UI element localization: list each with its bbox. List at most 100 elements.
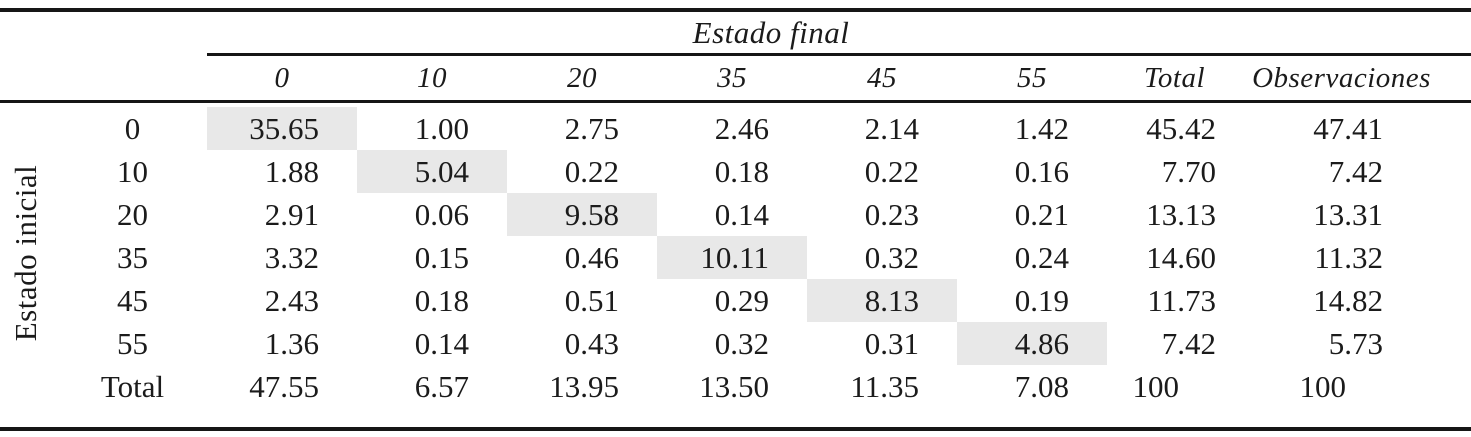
cell: 0.06 bbox=[357, 193, 507, 236]
cell: 14.60 bbox=[1107, 236, 1242, 279]
cell: 13.50 bbox=[657, 365, 807, 408]
cell: 7.08 bbox=[957, 365, 1107, 408]
cell: 35.65 bbox=[207, 107, 357, 150]
header-rule bbox=[0, 100, 1471, 103]
cell-value: 7.08 bbox=[1014, 369, 1069, 404]
cell: 5.73 bbox=[1242, 322, 1471, 365]
cell-value: 2.46 bbox=[714, 111, 769, 146]
cell-value: 7.42 bbox=[1161, 326, 1216, 361]
cell: 2.14 bbox=[807, 107, 957, 150]
column-header-observaciones: Observaciones bbox=[1252, 62, 1431, 94]
cell: 0.22 bbox=[507, 150, 657, 193]
cell: 7.70 bbox=[1107, 150, 1242, 193]
cell: 0.14 bbox=[657, 193, 807, 236]
cell: 2.46 bbox=[657, 107, 807, 150]
table-row: 55 1.36 0.14 0.43 0.32 0.31 4.86 7.42 5.73 bbox=[0, 322, 1471, 365]
cell-value: 0.18 bbox=[414, 283, 469, 318]
cell-value: 0.22 bbox=[864, 154, 919, 189]
cell-value: 0.32 bbox=[864, 240, 919, 275]
cell: 14.82 bbox=[1242, 279, 1471, 322]
cell: 13.31 bbox=[1242, 193, 1471, 236]
cell-value: 0.15 bbox=[414, 240, 469, 275]
cell-value: 47.55 bbox=[249, 369, 319, 404]
cell: 0.18 bbox=[657, 150, 807, 193]
cell: 45.42 bbox=[1107, 107, 1242, 150]
cell-value: 1.42 bbox=[1014, 111, 1069, 146]
cell-value: 11.73 bbox=[1147, 283, 1216, 318]
cell: 9.58 bbox=[507, 193, 657, 236]
corner-cell bbox=[0, 56, 207, 100]
cell: 11.32 bbox=[1242, 236, 1471, 279]
col-axis-title: Estado final bbox=[692, 15, 850, 50]
cell-value: 2.91 bbox=[264, 197, 319, 232]
cell-value: 6.57 bbox=[414, 369, 469, 404]
cell: 1.42 bbox=[957, 107, 1107, 150]
table-row: 45 2.43 0.18 0.51 0.29 8.13 0.19 11.73 14.82 bbox=[0, 279, 1471, 322]
bottom-rule bbox=[0, 427, 1471, 431]
column-group-header: Estado final bbox=[207, 12, 1471, 53]
cell: 1.36 bbox=[207, 322, 357, 365]
column-header-row: 0 10 20 35 45 55 Total Observaciones bbox=[0, 56, 1471, 100]
cell-value: 5.04 bbox=[414, 154, 469, 189]
cell: 0.46 bbox=[507, 236, 657, 279]
cell: 6.57 bbox=[357, 365, 507, 408]
cell-value: 3.32 bbox=[264, 240, 319, 275]
cell: 7.42 bbox=[1107, 322, 1242, 365]
table-row: 35 3.32 0.15 0.46 10.11 0.32 0.24 14.60 11.32 bbox=[0, 236, 1471, 279]
cell-value: 13.50 bbox=[699, 369, 769, 404]
cell: 8.13 bbox=[807, 279, 957, 322]
cell-value: 0.23 bbox=[864, 197, 919, 232]
row-label: 0 bbox=[124, 111, 141, 146]
row-label: Total bbox=[100, 369, 165, 404]
row-label: 45 bbox=[117, 283, 148, 318]
cell-value: 13.95 bbox=[549, 369, 619, 404]
cell-value: 0.32 bbox=[714, 326, 769, 361]
cell-value: 45.42 bbox=[1146, 111, 1216, 146]
cell-value: 1.36 bbox=[264, 326, 319, 361]
cell: 3.32 bbox=[207, 236, 357, 279]
cell-value: 4.86 bbox=[1014, 326, 1069, 361]
cell-value: 0.14 bbox=[714, 197, 769, 232]
cell: 7.42 bbox=[1242, 150, 1471, 193]
cell: 0.32 bbox=[807, 236, 957, 279]
cell: 0.22 bbox=[807, 150, 957, 193]
cell: 0.21 bbox=[957, 193, 1107, 236]
cell-value: 0.24 bbox=[1014, 240, 1069, 275]
cell: 0.15 bbox=[357, 236, 507, 279]
column-header-total: Total bbox=[1143, 62, 1206, 94]
table-row: 0 35.65 1.00 2.75 2.46 2.14 1.42 45.42 47.41 bbox=[0, 107, 1471, 150]
column-header-55: 55 bbox=[1017, 62, 1047, 94]
cell: 0.18 bbox=[357, 279, 507, 322]
cell: 0.32 bbox=[657, 322, 807, 365]
cell-value: 2.14 bbox=[864, 111, 919, 146]
cell-value: 2.43 bbox=[264, 283, 319, 318]
cell: 100 bbox=[1242, 365, 1471, 408]
column-header-20: 20 bbox=[567, 62, 597, 94]
cell: 2.91 bbox=[207, 193, 357, 236]
cell: 0.29 bbox=[657, 279, 807, 322]
cell-value: 0.06 bbox=[414, 197, 469, 232]
cell: 0.31 bbox=[807, 322, 957, 365]
cell-value: 0.16 bbox=[1014, 154, 1069, 189]
cell: 11.35 bbox=[807, 365, 957, 408]
cell-value: 13.31 bbox=[1313, 197, 1383, 232]
cell: 13.13 bbox=[1107, 193, 1242, 236]
cell-value: 0.14 bbox=[414, 326, 469, 361]
cell: 10.11 bbox=[657, 236, 807, 279]
cell-value: 11.32 bbox=[1314, 240, 1383, 275]
row-label: 20 bbox=[117, 197, 148, 232]
top-rule bbox=[0, 8, 1471, 12]
cell: 0.14 bbox=[357, 322, 507, 365]
table-row: Total 47.55 6.57 13.95 13.50 11.35 7.08 100 100 bbox=[0, 365, 1471, 408]
cell-value: 2.75 bbox=[564, 111, 619, 146]
cell-value: 0.22 bbox=[564, 154, 619, 189]
cell: 0.23 bbox=[807, 193, 957, 236]
cell: 1.88 bbox=[207, 150, 357, 193]
cell-value: 5.73 bbox=[1328, 326, 1383, 361]
cell: 47.41 bbox=[1242, 107, 1471, 150]
table-body: 0 35.65 1.00 2.75 2.46 2.14 1.42 45.42 47.41 10 1.… bbox=[0, 107, 1471, 408]
cell-value: 0.29 bbox=[714, 283, 769, 318]
cell: 2.75 bbox=[507, 107, 657, 150]
cell-value: 0.43 bbox=[564, 326, 619, 361]
